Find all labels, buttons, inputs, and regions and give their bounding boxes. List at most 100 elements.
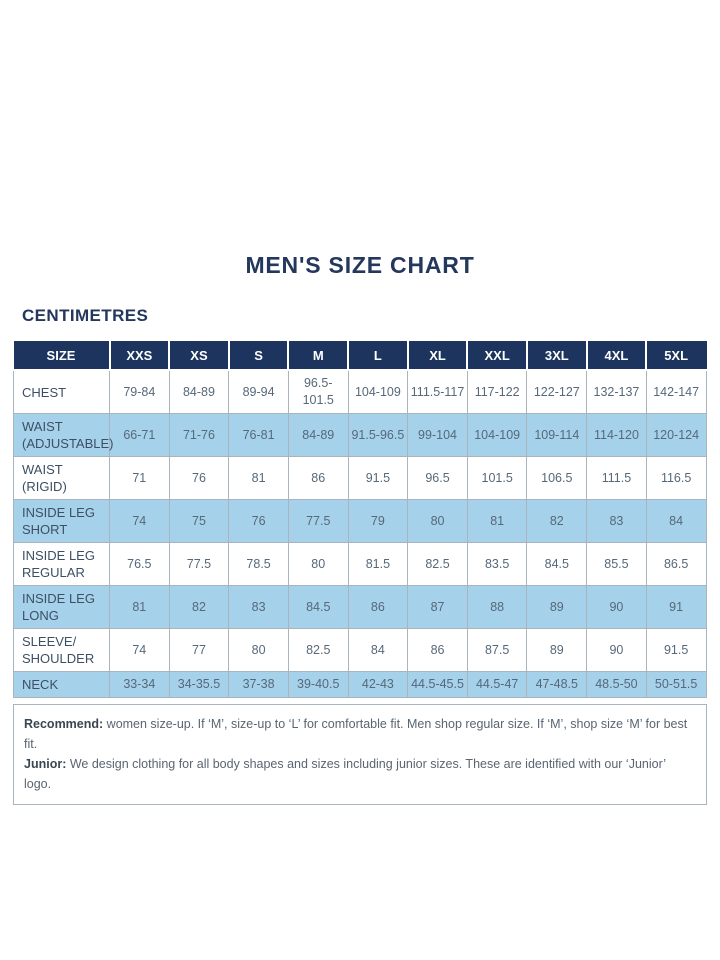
- size-cell: 84: [645, 499, 707, 543]
- size-cell: 81: [228, 456, 289, 500]
- size-cell: 77: [168, 628, 230, 672]
- table-row: CHEST 79-84 84-89 89-94 96.5-101.5 104-109 111…: [13, 369, 707, 414]
- size-cell: 91.5: [645, 628, 707, 672]
- header-size-column: SIZE: [13, 341, 111, 371]
- size-cell: 78.5: [228, 542, 289, 586]
- size-cell: 86: [407, 628, 468, 672]
- row-label: NECK: [13, 671, 110, 698]
- size-cell: 81: [109, 585, 170, 629]
- units-heading: CENTIMETRES: [22, 306, 149, 325]
- size-cell: 132-137: [586, 369, 647, 414]
- size-cell: 116.5: [645, 456, 707, 500]
- size-cell: 80: [407, 499, 468, 543]
- table-row: SLEEVE/ SHOULDER 74 77 80 82.5 84 86 87.5 89 90 91…: [13, 628, 707, 672]
- size-cell: 90: [586, 585, 647, 629]
- size-cell: 86.5: [645, 542, 707, 586]
- header-row: SIZE XXS XS S M L XL XXL 3XL 4XL 5XL: [13, 341, 707, 371]
- size-cell: 86: [287, 456, 349, 500]
- size-cell: 66-71: [109, 413, 170, 457]
- size-cell: 44.5-45.5: [407, 671, 468, 698]
- size-table-header: SIZE XXS XS S M L XL XXL 3XL 4XL 5XL: [13, 341, 707, 371]
- size-cell: 91: [645, 585, 707, 629]
- row-label: INSIDE LEG SHORT: [13, 499, 110, 543]
- size-cell: 74: [109, 628, 170, 672]
- size-cell: 84.5: [287, 585, 349, 629]
- size-chart-page: MEN'S SIZE CHART CENTIMETRES SIZE XXS XS S M…: [13, 252, 707, 805]
- size-cell: 91.5-96.5: [347, 413, 409, 457]
- size-cell: 77.5: [287, 499, 349, 543]
- size-cell: 88: [466, 585, 528, 629]
- size-cell: 77.5: [168, 542, 230, 586]
- size-table: SIZE XXS XS S M L XL XXL 3XL 4XL 5XL CHEST 79-84 84-…: [13, 341, 707, 698]
- table-row: WAIST (ADJUSTABLE) 66-71 71-76 76-81 84-89 91…: [13, 413, 707, 457]
- size-cell: 79-84: [109, 369, 170, 414]
- row-label: SLEEVE/ SHOULDER: [13, 628, 110, 672]
- size-cell: 82: [168, 585, 230, 629]
- table-row: WAIST (RIGID) 71 76 81 86 91.5 96.5 101.5 106.5 1…: [13, 456, 707, 500]
- size-cell: 84-89: [287, 413, 349, 457]
- header-size-s: S: [228, 341, 290, 371]
- header-size-3xl: 3XL: [526, 341, 588, 371]
- size-cell: 84.5: [526, 542, 588, 586]
- header-size-xl: XL: [407, 341, 469, 371]
- page-title: MEN'S SIZE CHART: [245, 252, 475, 278]
- size-cell: 42-43: [347, 671, 409, 698]
- footnote-line: Junior: We design clothing for all body …: [24, 754, 696, 794]
- size-cell: 117-122: [466, 369, 528, 414]
- size-cell: 33-34: [109, 671, 170, 698]
- table-row: NECK 33-34 34-35.5 37-38 39-40.5 42-43 44.5-45…: [13, 671, 707, 698]
- size-cell: 96.5-101.5: [287, 369, 349, 414]
- footnote-text: We design clothing for all body shapes a…: [24, 757, 666, 791]
- header-size-xxs: XXS: [109, 341, 171, 371]
- size-cell: 120-124: [645, 413, 707, 457]
- header-size-xxl: XXL: [467, 341, 528, 371]
- size-cell: 111.5: [586, 456, 647, 500]
- size-cell: 74: [109, 499, 170, 543]
- size-cell: 71: [109, 456, 170, 500]
- size-cell: 142-147: [645, 369, 707, 414]
- size-cell: 37-38: [228, 671, 289, 698]
- size-cell: 50-51.5: [645, 671, 707, 698]
- size-cell: 114-120: [586, 413, 647, 457]
- size-cell: 80: [228, 628, 289, 672]
- size-cell: 85.5: [586, 542, 647, 586]
- header-size-l: L: [348, 341, 409, 371]
- size-cell: 76: [168, 456, 230, 500]
- footnote-text: women size-up. If ‘M’, size-up to ‘L’ fo…: [24, 717, 688, 751]
- size-cell: 48.5-50: [586, 671, 647, 698]
- size-cell: 83: [586, 499, 647, 543]
- header-size-m: M: [288, 341, 350, 371]
- size-cell: 101.5: [466, 456, 528, 500]
- row-label: WAIST (ADJUSTABLE): [13, 413, 114, 457]
- row-label: CHEST: [13, 369, 110, 414]
- size-table-body: CHEST 79-84 84-89 89-94 96.5-101.5 104-109 111…: [13, 369, 707, 698]
- size-cell: 44.5-47: [466, 671, 528, 698]
- size-cell: 91.5: [347, 456, 409, 500]
- size-cell: 47-48.5: [526, 671, 588, 698]
- size-cell: 89: [526, 628, 588, 672]
- size-cell: 104-109: [347, 369, 409, 414]
- table-row: INSIDE LEG SHORT 74 75 76 77.5 79 80 81 82 83 84: [13, 499, 707, 543]
- table-row: INSIDE LEG LONG 81 82 83 84.5 86 87 88 89 90 91: [13, 585, 707, 629]
- size-cell: 75: [168, 499, 230, 543]
- size-cell: 79: [347, 499, 409, 543]
- size-cell: 104-109: [466, 413, 528, 457]
- footnote-box: Recommend: women size-up. If ‘M’, size-u…: [13, 704, 707, 805]
- size-cell: 84-89: [168, 369, 230, 414]
- header-size-xs: XS: [169, 341, 230, 371]
- footnote-label: Junior:: [24, 757, 67, 771]
- size-cell: 86: [347, 585, 409, 629]
- size-cell: 81: [466, 499, 528, 543]
- size-cell: 34-35.5: [168, 671, 230, 698]
- row-label: WAIST (RIGID): [13, 456, 110, 500]
- size-cell: 76: [228, 499, 289, 543]
- size-cell: 89: [526, 585, 588, 629]
- size-cell: 76-81: [228, 413, 289, 457]
- size-cell: 89-94: [228, 369, 289, 414]
- size-cell: 71-76: [168, 413, 230, 457]
- size-cell: 111.5-117: [407, 369, 468, 414]
- size-cell: 87.5: [466, 628, 528, 672]
- footnote-label: Recommend:: [24, 717, 104, 731]
- size-cell: 82: [526, 499, 588, 543]
- size-cell: 122-127: [526, 369, 588, 414]
